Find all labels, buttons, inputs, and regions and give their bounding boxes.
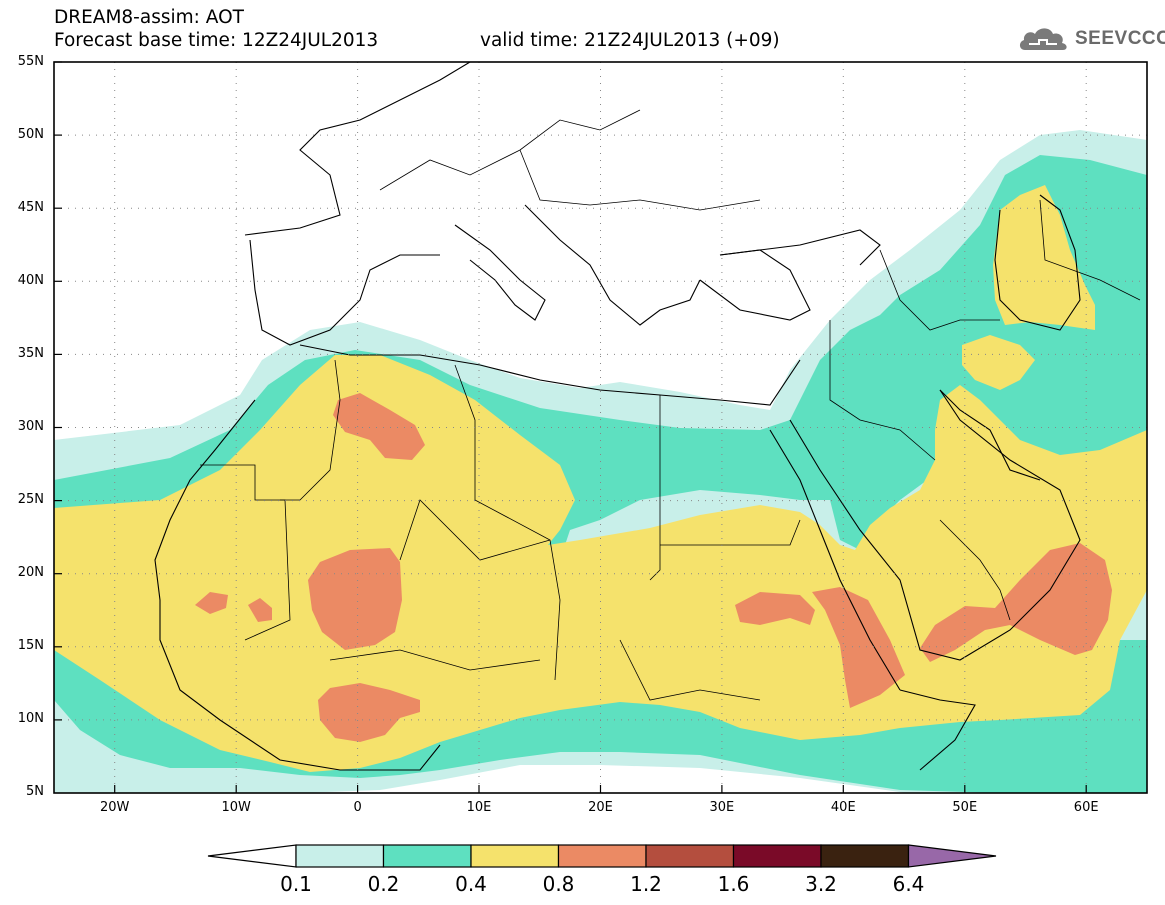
lon-label: 50E <box>952 800 978 815</box>
colorbar-bin-4 <box>557 844 647 868</box>
aot-band-0.8-sudan <box>735 592 815 625</box>
country-borders <box>200 109 1141 701</box>
lat-label: 5N <box>26 784 44 799</box>
aot-band-0.8-mauritania-b <box>248 598 272 622</box>
map-title: DREAM8-assim: AOT <box>54 7 244 28</box>
lat-label: 30N <box>17 419 44 434</box>
border-11 <box>1039 199 1141 301</box>
border-5 <box>200 464 291 641</box>
colorbar-label: 1.6 <box>717 872 750 896</box>
coastlines <box>154 62 1081 771</box>
aot-band-0.4-iran <box>962 335 1035 390</box>
lat-label: 35N <box>17 346 44 361</box>
coastline-balkans <box>524 204 701 326</box>
lon-label: 30E <box>709 800 735 815</box>
lon-label: 20W <box>99 800 130 815</box>
lon-label: 10W <box>221 800 251 815</box>
coastline-black-sea <box>719 229 881 266</box>
lat-label: 10N <box>17 711 44 726</box>
colorbar-label: 0.2 <box>367 872 400 896</box>
colorbar-bin-2 <box>382 844 472 868</box>
aot-band-0.8-nigeria <box>318 683 420 742</box>
colorbar-label: 0.8 <box>542 872 575 896</box>
coastline-west-africa <box>154 399 441 771</box>
lat-label: 45N <box>17 200 44 215</box>
lat-label: 40N <box>17 273 44 288</box>
coastline-gulf <box>939 389 1041 481</box>
lon-label: 60E <box>1073 800 1099 815</box>
forecast-base-time: Forecast base time: 12Z24JUL2013 <box>54 30 379 51</box>
valid-time: valid time: 21Z24JUL2013 (+09) <box>480 30 780 51</box>
colorbar-bin-1 <box>295 844 385 868</box>
border-9 <box>829 320 936 461</box>
coastline-north-africa <box>299 344 801 406</box>
cloud-icon <box>1019 28 1067 50</box>
border-4 <box>660 519 801 546</box>
lat-label: 55N <box>17 54 44 69</box>
border-10 <box>879 249 1000 331</box>
coastline-europe <box>244 62 471 236</box>
aot-band-0.8-mauritania-a <box>195 592 228 614</box>
coastline-iberia <box>249 239 440 346</box>
colorbar-label: 1.2 <box>630 872 662 896</box>
colorbar-label: 3.2 <box>805 872 837 896</box>
colorbar-label: 6.4 <box>892 872 925 896</box>
lat-label: 25N <box>17 492 44 507</box>
colorbar-bin-7 <box>820 844 910 868</box>
border-12 <box>939 519 1011 621</box>
colorbar-low-arrow <box>207 844 297 868</box>
lon-label: 40E <box>830 800 856 815</box>
colorbar-high-arrow <box>907 844 997 868</box>
border-2 <box>454 364 561 681</box>
coastline-italy <box>454 224 546 321</box>
coastline-caspian <box>994 194 1081 331</box>
axis-ticks <box>54 61 1087 793</box>
border-6 <box>399 499 551 561</box>
lon-label: 10E <box>466 800 492 815</box>
border-8 <box>619 639 761 701</box>
lat-label: 20N <box>17 565 44 580</box>
lat-label: 50N <box>17 127 44 142</box>
colorbar <box>207 844 997 868</box>
lat-label: 15N <box>17 638 44 653</box>
coastline-red-sea <box>769 429 901 691</box>
border-3 <box>649 395 661 581</box>
border-14 <box>519 149 761 211</box>
border-7 <box>329 649 541 671</box>
aot-band-0.8-arabia <box>920 543 1112 662</box>
coastline-arabia <box>789 389 1081 661</box>
colorbar-label: 0.4 <box>455 872 487 896</box>
aot-band-0.4-caspian <box>993 185 1095 330</box>
seevccc-logo: SEEVCCC <box>1017 25 1165 53</box>
aot-band-0.8-eritrea <box>812 587 905 708</box>
coastline-horn <box>899 689 976 771</box>
colorbar-bin-5 <box>645 844 735 868</box>
colorbar-label: 0.1 <box>280 872 312 896</box>
colorbar-bin-3 <box>470 844 560 868</box>
lon-label: 20E <box>588 800 613 815</box>
aot-band-0.8-mali <box>308 548 402 650</box>
graticule <box>54 62 1147 793</box>
lon-label: 0 <box>353 800 362 815</box>
colorbar-bin-6 <box>732 844 822 868</box>
border-1 <box>280 359 341 501</box>
aot-band-0.8-algeria <box>333 393 425 460</box>
logo-text: SEEVCCC <box>1075 28 1165 49</box>
